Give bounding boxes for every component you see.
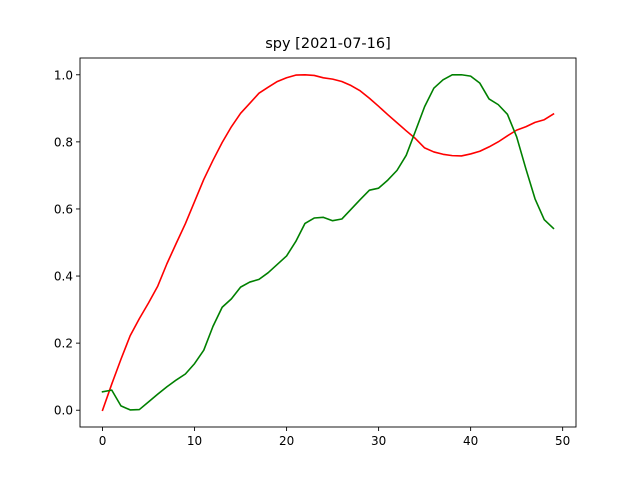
x-tick-label: 0 [99,434,107,448]
x-tick-label: 10 [187,434,202,448]
axes-frame [79,57,577,428]
axes-layer: 0 10 20 30 40 50 0.0 0.2 0.4 0.6 0.8 1.0 [54,57,577,448]
x-tick-label: 20 [279,434,294,448]
y-tick-label: 0.2 [54,337,73,351]
x-tick-label: 50 [555,434,570,448]
chart-title: spy [2021-07-16] [265,36,391,52]
series-line-1 [101,73,555,412]
y-tick-label: 0.4 [54,270,73,284]
x-tick-label: 30 [371,434,386,448]
series-layer [101,73,555,412]
x-tick-label: 40 [463,434,478,448]
y-tick-label: 1.0 [54,68,73,82]
y-tick-label: 0.8 [54,135,73,149]
y-tick-label: 0.6 [54,202,73,216]
y-tick-label: 0.0 [54,404,73,418]
series-line-2 [101,73,555,411]
